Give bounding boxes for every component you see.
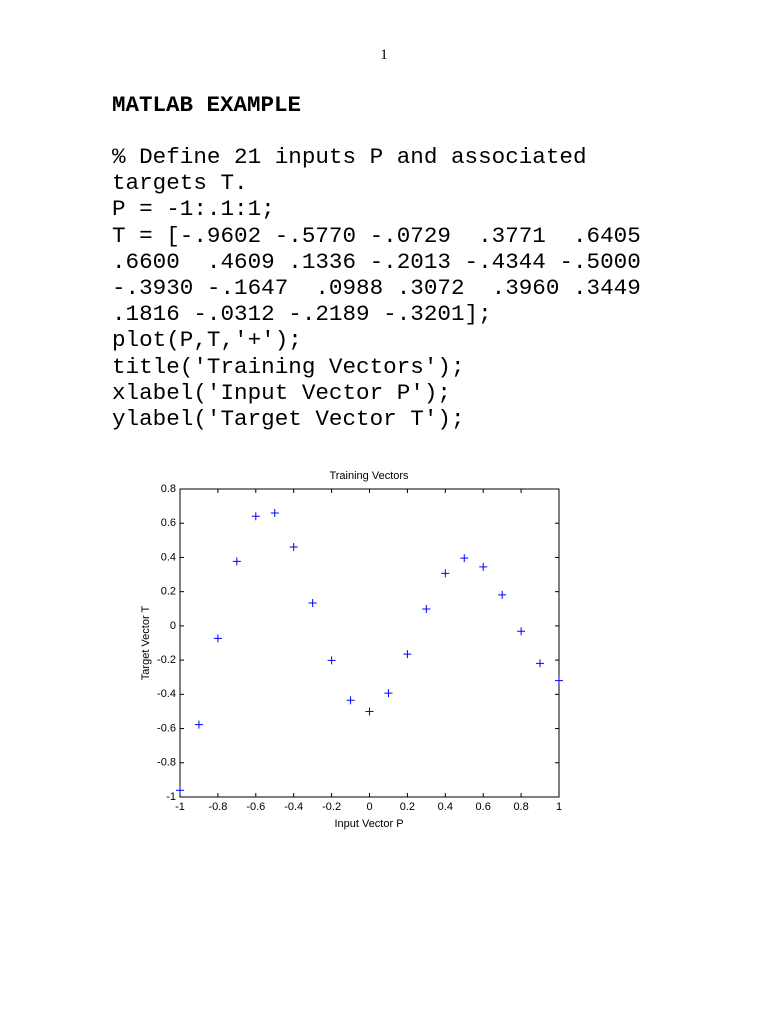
marker [517, 627, 526, 636]
x-tick-label: -0.6 [246, 801, 265, 813]
x-axis-label: Input Vector P [334, 818, 403, 830]
y-tick-label: -0.8 [157, 757, 176, 769]
marker [232, 557, 241, 566]
code-line: -.3930 -.1647 .0988 .3072 .3960 .3449 [112, 275, 641, 302]
x-tick-label: -0.4 [284, 801, 303, 813]
x-tick-label: 0.4 [438, 801, 453, 813]
x-tick-label: 0.8 [513, 801, 528, 813]
code-line: .1816 -.0312 -.2189 -.3201]; [112, 301, 492, 328]
code-line: .6600 .4609 .1336 -.2013 -.4344 -.5000 [112, 248, 641, 275]
y-tick-label: 0.8 [161, 483, 176, 495]
marker [270, 508, 279, 517]
code-line: P = -1:.1:1; [112, 196, 275, 223]
code-line: plot(P,T,'+'); [112, 327, 302, 354]
marker [327, 656, 336, 665]
code-block: % Define 21 inputs P and associated targe… [112, 144, 641, 432]
marker [403, 650, 412, 659]
marker [384, 689, 393, 698]
chart-title: Training Vectors [329, 470, 409, 482]
code-line: targets T. [112, 170, 248, 197]
marker [308, 599, 317, 608]
marker [498, 590, 507, 599]
plot-frame [179, 488, 560, 798]
y-tick-label: -0.2 [157, 654, 176, 666]
code-line: xlabel('Input Vector P'); [112, 379, 451, 406]
x-tick-label: 0.2 [400, 801, 415, 813]
marker [194, 720, 203, 729]
y-tick-label: -1 [166, 791, 176, 803]
marker [555, 676, 563, 685]
y-tick-label: 0.6 [161, 517, 176, 529]
x-tick-label: -0.8 [208, 801, 227, 813]
code-line: T = [-.9602 -.5770 -.0729 .3771 .6405 [112, 222, 641, 249]
marker [251, 512, 260, 521]
y-tick-label: 0.2 [161, 586, 176, 598]
marker [346, 696, 355, 705]
marker [213, 634, 222, 643]
heading: MATLAB EXAMPLE [112, 92, 302, 118]
y-tick-label: -0.4 [157, 688, 176, 700]
x-tick-label: -1 [175, 801, 185, 813]
x-tick-label: -0.2 [322, 801, 341, 813]
marker [536, 659, 545, 668]
marker [460, 554, 469, 563]
x-tick-label: 1 [556, 801, 562, 813]
y-tick-label: 0.4 [161, 551, 176, 563]
marker [365, 707, 374, 716]
marker [176, 786, 184, 795]
code-line: % Define 21 inputs P and associated [112, 144, 587, 170]
y-tick-label: -0.6 [157, 722, 176, 734]
x-tick-label: 0 [366, 801, 372, 813]
marker [289, 543, 298, 552]
y-axis-label: Target Vector T [140, 606, 152, 681]
marker [479, 562, 488, 571]
page-number: 1 [380, 47, 388, 63]
code-line: ylabel('Target Vector T'); [112, 406, 465, 433]
marker [441, 569, 450, 578]
x-tick-label: 0.6 [476, 801, 491, 813]
y-tick-label: 0 [170, 620, 176, 632]
code-line: title('Training Vectors'); [112, 353, 465, 380]
marker [422, 604, 431, 613]
